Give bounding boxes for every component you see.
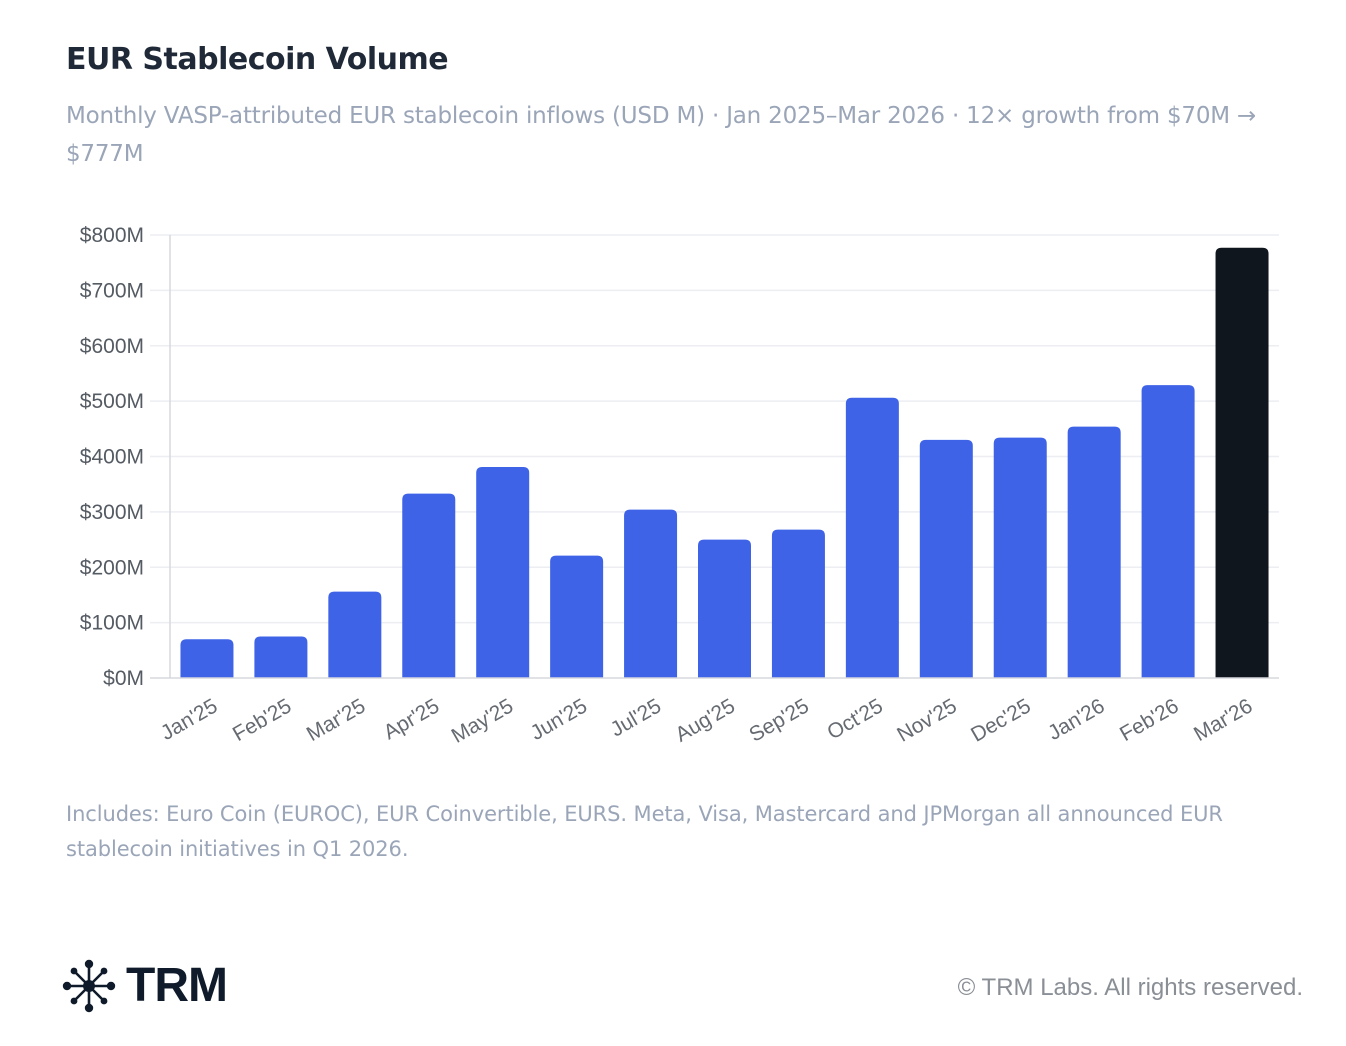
- x-tick-label: Mar'26: [1190, 694, 1257, 746]
- x-tick-label: Nov'25: [893, 694, 961, 746]
- x-tick-label: Feb'25: [229, 694, 296, 746]
- x-tick-label: Apr'25: [380, 694, 444, 744]
- bar-dec-25: [993, 437, 1047, 678]
- y-tick-label: $500M: [80, 390, 144, 413]
- bar-aug-25: [698, 539, 751, 678]
- bar-jan-26: [1067, 426, 1121, 678]
- bar-mar-26: [1215, 247, 1269, 678]
- x-tick-label: Jan'26: [1044, 694, 1109, 745]
- bar-feb-26: [1141, 385, 1195, 678]
- y-tick-label: $0M: [103, 667, 144, 690]
- bar-may-25: [476, 467, 530, 678]
- bar-jun-25: [550, 555, 604, 678]
- x-tick-label: Mar'25: [303, 694, 370, 746]
- bars: [180, 247, 1269, 678]
- bar-sep-25: [771, 529, 825, 678]
- x-tick-label: Dec'25: [967, 694, 1035, 746]
- bar-chart: $0M $100M $200M $300M $400M $500M $600M $700M $8…: [80, 224, 1279, 748]
- trm-logo: TRM: [62, 958, 228, 1013]
- y-tick-label: $600M: [80, 335, 144, 358]
- bar-nov-25: [919, 439, 973, 678]
- footnote: Includes: Euro Coin (EUROC), EUR Coinver…: [66, 802, 1223, 861]
- y-tick-label: $200M: [80, 556, 144, 579]
- copyright-notice: © TRM Labs. All rights reserved.: [957, 974, 1303, 1001]
- x-tick-label: Sep'25: [745, 694, 813, 746]
- x-tick-label: May'25: [448, 694, 518, 747]
- y-tick-label: $700M: [80, 279, 144, 302]
- x-tick-label: Feb'26: [1116, 694, 1183, 746]
- x-axis-ticks: Jan'25 Feb'25 Mar'25 Apr'25 May'25 Jun'25 Jul'…: [157, 694, 1257, 747]
- y-tick-label: $100M: [80, 612, 144, 635]
- x-tick-label: Jun'25: [527, 694, 592, 745]
- bar-jan-25: [180, 639, 234, 678]
- axes: [150, 235, 1279, 679]
- brand-wordmark: TRM: [126, 959, 228, 1012]
- bar-mar-25: [328, 591, 382, 678]
- chart-subtitle: Monthly VASP-attributed EUR stablecoin i…: [66, 103, 1257, 167]
- y-tick-label: $800M: [80, 224, 144, 247]
- bar-feb-25: [254, 636, 308, 678]
- bar-oct-25: [845, 397, 899, 678]
- x-tick-label: Oct'25: [823, 694, 887, 744]
- network-node-icon: [62, 959, 116, 1012]
- bar-apr-25: [402, 493, 456, 678]
- x-tick-label: Jan'25: [157, 694, 222, 745]
- y-axis-ticks: $0M $100M $200M $300M $400M $500M $600M $700M $8…: [80, 224, 144, 690]
- y-tick-label: $300M: [80, 501, 144, 524]
- chart-title: EUR Stablecoin Volume: [66, 42, 449, 77]
- x-tick-label: Aug'25: [671, 694, 739, 746]
- y-tick-label: $400M: [80, 446, 144, 469]
- bar-jul-25: [624, 509, 678, 678]
- gridlines: [150, 234, 1279, 624]
- x-tick-label: Jul'25: [607, 694, 665, 741]
